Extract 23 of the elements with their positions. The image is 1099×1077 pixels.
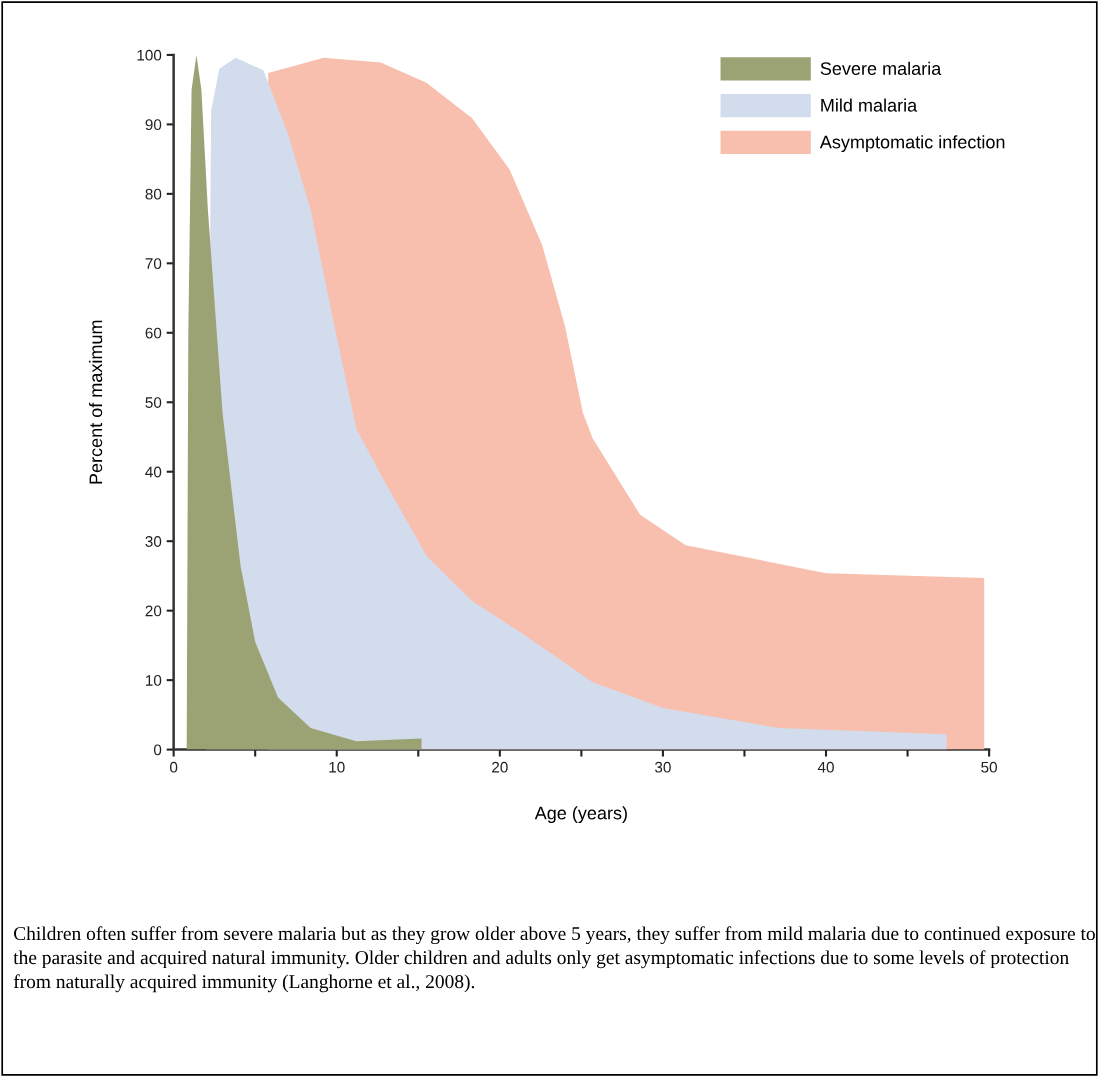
y-tick-label: 100 bbox=[137, 49, 162, 61]
x-tick-label: 0 bbox=[169, 761, 178, 773]
y-tick-label: 60 bbox=[145, 327, 162, 339]
x-tick-label: 40 bbox=[817, 761, 834, 773]
y-tick-label: 90 bbox=[145, 119, 162, 131]
y-tick-label: 10 bbox=[146, 674, 162, 686]
x-tick-label: 30 bbox=[655, 761, 671, 773]
y-axis-title: Percent of maximum bbox=[88, 320, 103, 484]
y-tick-label: 0 bbox=[153, 744, 162, 756]
x-tick-label: 10 bbox=[329, 761, 345, 773]
y-tick-label: 20 bbox=[145, 605, 162, 617]
x-axis-title: Age (years) bbox=[534, 806, 627, 824]
y-tick-label: 40 bbox=[145, 466, 162, 478]
x-tick-label: 20 bbox=[492, 761, 508, 773]
legend-label: Mild malaria bbox=[821, 98, 918, 112]
y-tick-label: 30 bbox=[145, 536, 162, 547]
legend-label: Asymptomatic infection bbox=[819, 135, 1005, 153]
y-tick-label: 50 bbox=[145, 397, 162, 408]
legend-label: Severe malaria bbox=[820, 61, 942, 75]
y-tick-label: 80 bbox=[145, 188, 162, 200]
text: Children often suffer from severe malaria but as they grow older above 5 years, they suffer from mild malaria due to continued exposure to the parasite and acquired natural immunity. Older children and adults only get asymptomatic infections due to some levels of protection from naturally acquired immunity (Langhorne et al., 2008). bbox=[13, 926, 1095, 993]
y-tick-label: 70 bbox=[145, 258, 162, 270]
x-tick-label: 50 bbox=[981, 761, 997, 773]
